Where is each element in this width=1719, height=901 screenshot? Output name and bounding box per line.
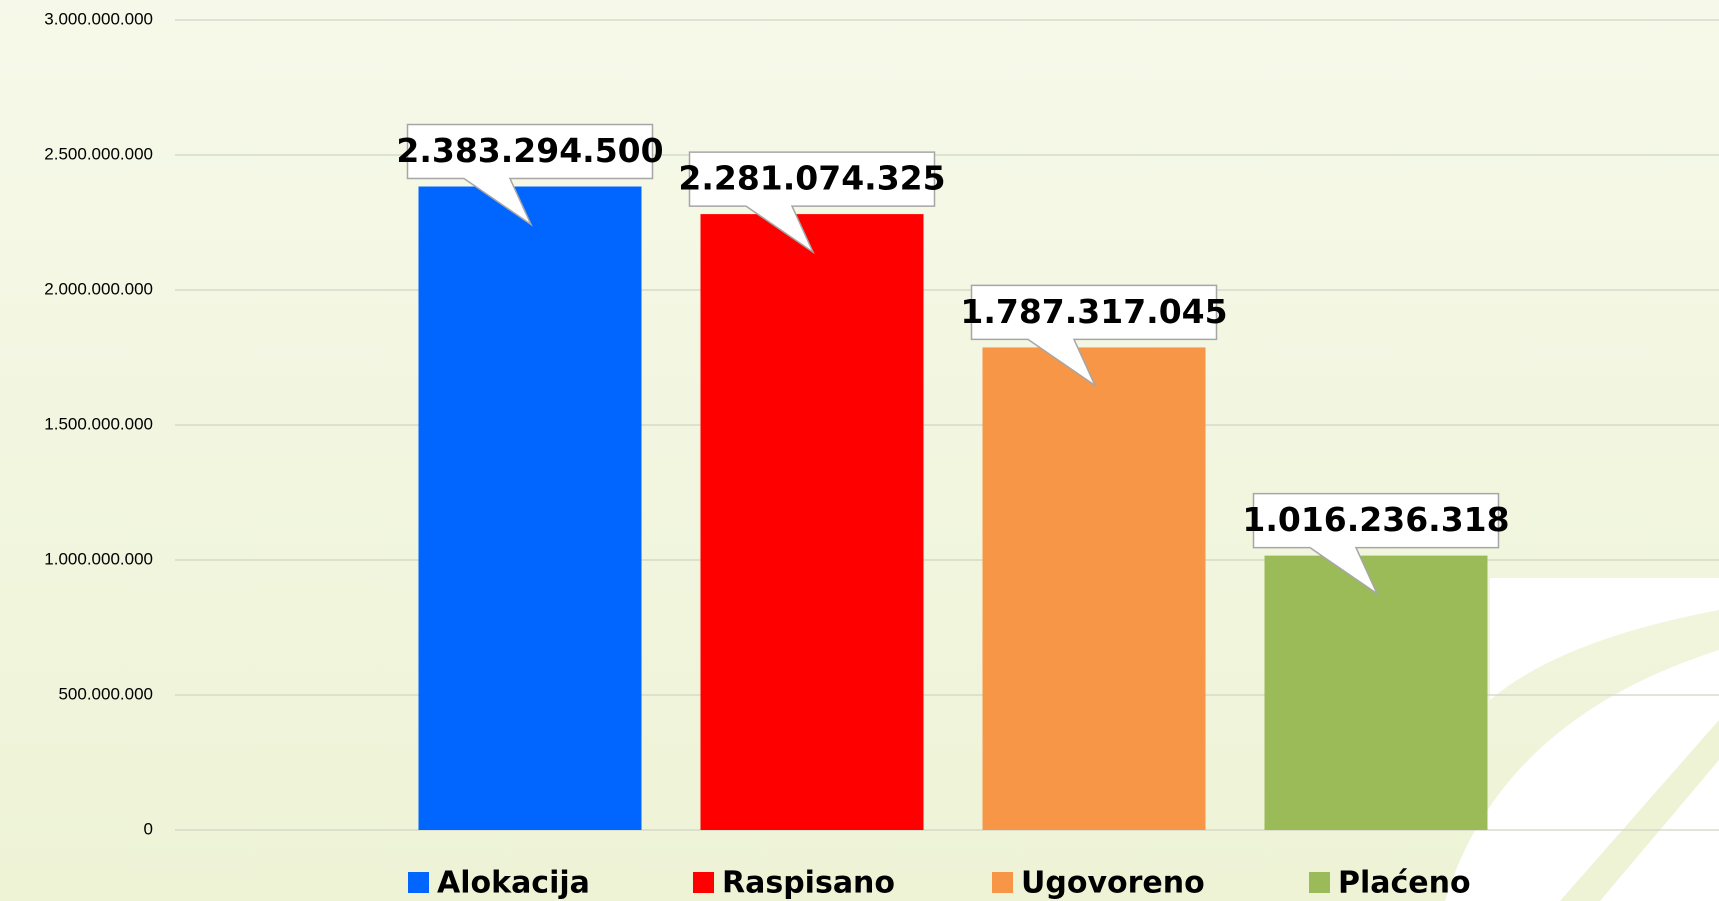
y-tick-label: 1.000.000.000 bbox=[44, 549, 153, 568]
legend-label: Raspisano bbox=[722, 866, 895, 901]
data-label: 1.787.317.045 bbox=[960, 292, 1227, 331]
data-label: 1.016.236.318 bbox=[1242, 500, 1509, 539]
y-tick-label: 2.500.000.000 bbox=[44, 144, 153, 163]
bar bbox=[982, 347, 1206, 830]
legend-label: Ugovoreno bbox=[1021, 866, 1205, 901]
data-label-callout bbox=[1252, 492, 1500, 596]
legend-label: Alokacija bbox=[437, 866, 590, 901]
y-tick-label: 3.000.000.000 bbox=[44, 9, 153, 28]
bar bbox=[1264, 555, 1488, 830]
y-tick-label: 500.000.000 bbox=[58, 684, 153, 703]
y-tick-label: 2.000.000.000 bbox=[44, 279, 153, 298]
legend-swatch bbox=[992, 872, 1013, 893]
data-label-callout bbox=[970, 284, 1218, 388]
data-label-callout bbox=[688, 151, 936, 255]
y-tick-label: 0 bbox=[144, 819, 153, 838]
data-label: 2.383.294.500 bbox=[396, 131, 663, 170]
bar bbox=[700, 214, 924, 831]
data-label: 2.281.074.325 bbox=[678, 159, 945, 198]
data-label-callout bbox=[406, 123, 654, 227]
legend-swatch bbox=[1309, 872, 1330, 893]
legend-label: Plaćeno bbox=[1338, 866, 1471, 901]
bar bbox=[418, 186, 642, 830]
legend-swatch bbox=[408, 872, 429, 893]
y-tick-label: 1.500.000.000 bbox=[44, 414, 153, 433]
decor-stripe bbox=[1560, 720, 1719, 901]
legend-swatch bbox=[693, 872, 714, 893]
plot-area: 0 500.000.000 1.000.000.000 1.500.000.000 2.… bbox=[44, 9, 1719, 901]
